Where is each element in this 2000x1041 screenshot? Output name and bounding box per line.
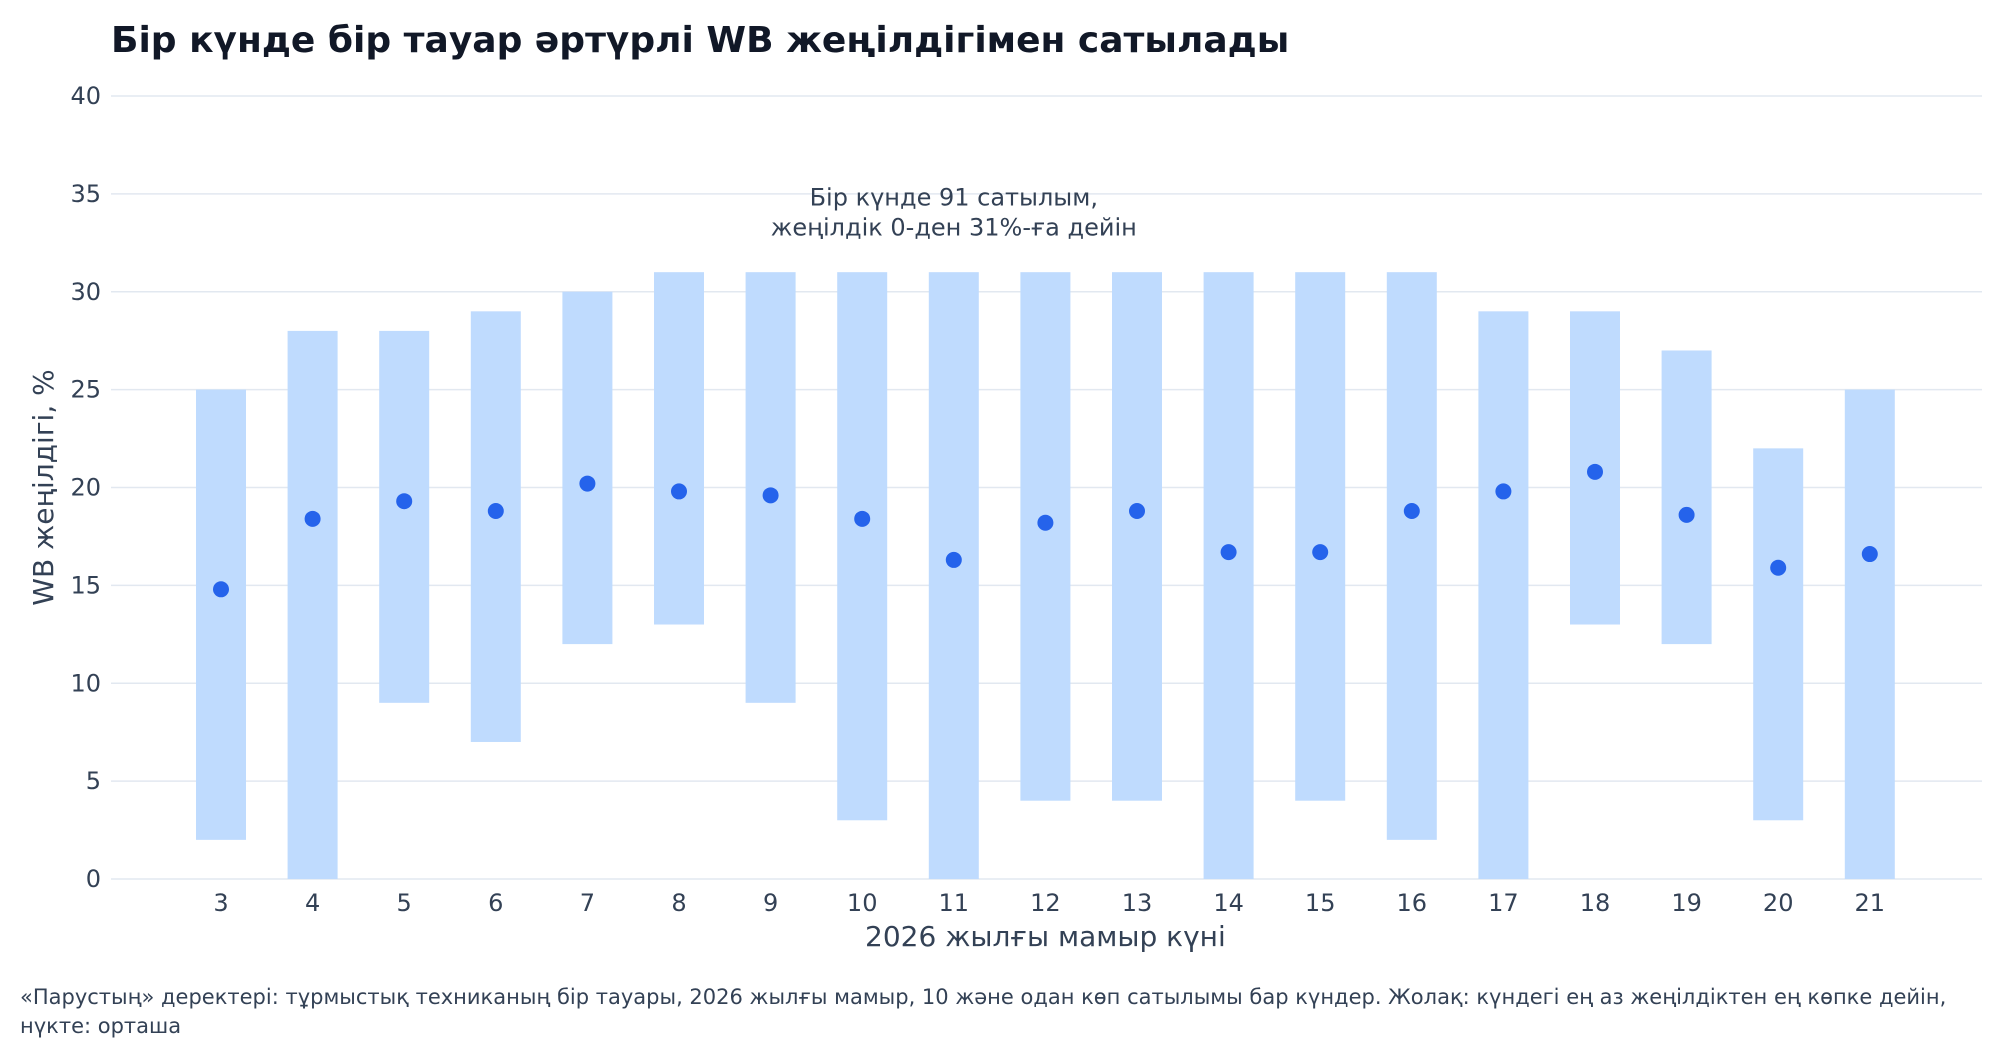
range-bar [1020,272,1071,801]
footnote: «Парустың» деректері: тұрмыстық техникан… [20,985,1947,1038]
range-bar [1295,272,1346,801]
median-point [213,581,229,598]
x-tick-label: 9 [763,889,778,917]
range-bar [1203,272,1254,879]
y-tick-label: 10 [70,669,101,697]
range-bar [287,330,338,879]
x-tick-labels: 3 4 5 6 7 8 9 10 11 12 13 14 15 16 17 18 19 20 21 [213,889,1885,917]
median-point [579,475,596,492]
range-bar [654,272,704,625]
median-point [304,510,321,527]
x-tick-label: 6 [488,889,503,917]
range-bar [562,291,613,645]
median-point [396,493,413,510]
x-tick-label: 21 [1855,889,1886,917]
range-bars [196,272,1895,879]
x-tick-label: 17 [1488,889,1519,917]
y-tick-label: 40 [70,82,101,110]
x-axis-label: 2026 жылғы мамыр күні [865,920,1226,953]
x-tick-label: 13 [1122,889,1153,917]
x-tick-label: 12 [1030,889,1061,917]
median-point [487,502,504,519]
range-bar [928,272,979,879]
y-tick-label: 5 [86,767,101,795]
x-tick-label: 19 [1671,889,1702,917]
median-point [671,483,687,500]
y-tick-label: 35 [70,180,101,208]
range-bar [1844,389,1895,879]
median-point [1312,544,1329,561]
y-tick-label: 20 [70,474,101,502]
median-point [1220,544,1237,561]
median-point [762,487,779,504]
x-tick-label: 8 [671,889,686,917]
range-bar [1478,311,1529,879]
y-tick-label: 0 [86,865,101,893]
x-tick-label: 3 [213,889,228,917]
x-tick-label: 11 [939,889,970,917]
median-point [1129,502,1145,519]
y-axis-label: WB жеңілдігі, % [27,369,60,605]
x-tick-label: 4 [305,889,320,917]
x-tick-label: 5 [397,889,412,917]
range-bar [837,272,888,821]
median-point [1861,546,1878,563]
x-tick-label: 20 [1763,889,1794,917]
median-point [1495,483,1512,500]
median-point [1403,502,1420,519]
x-tick-label: 10 [847,889,878,917]
y-tick-label: 25 [70,376,101,404]
range-bar [1386,272,1437,840]
median-points [213,463,1878,598]
range-bar [470,311,521,742]
range-bar [379,330,430,703]
y-tick-label: 15 [70,571,101,599]
median-point [1678,506,1695,523]
y-tick-label: 30 [70,278,101,306]
x-tick-label: 18 [1580,889,1611,917]
median-point [945,551,962,568]
annotation-line-1: Бір күнде 91 сатылым, [810,184,1098,212]
range-bar [1661,350,1712,645]
y-tick-labels: 0 5 10 15 20 25 30 35 40 [70,82,101,893]
median-point [1587,463,1603,480]
median-point [1770,559,1787,576]
x-tick-label: 7 [580,889,595,917]
range-bar [1753,448,1804,821]
range-bar [196,389,246,840]
range-bar [1112,272,1162,801]
median-point [1037,514,1054,531]
median-point [854,510,871,527]
chart-title: Бір күнде бір тауар әртүрлі WB жеңілдігі… [111,20,1290,61]
x-tick-label: 15 [1305,889,1336,917]
annotation-line-2: жеңілдік 0-ден 31%-ға дейін [771,214,1137,242]
x-tick-label: 16 [1397,889,1428,917]
x-tick-label: 14 [1213,889,1244,917]
